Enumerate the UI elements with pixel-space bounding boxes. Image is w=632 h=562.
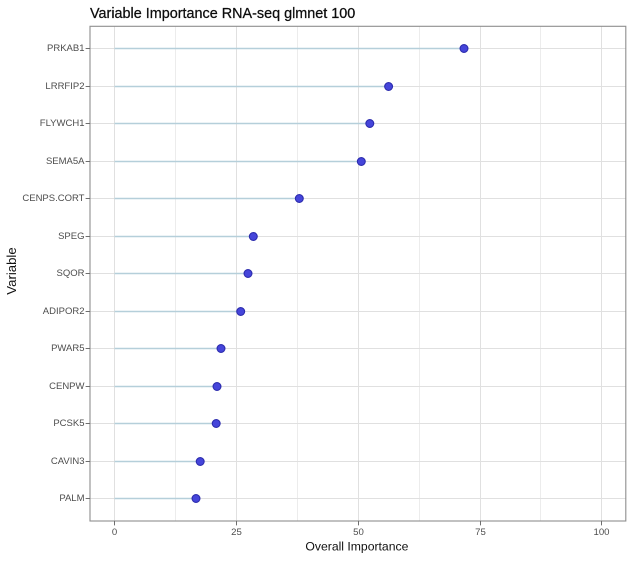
svg-text:75: 75: [475, 527, 486, 538]
svg-text:SQOR: SQOR: [57, 268, 85, 279]
svg-text:50: 50: [353, 527, 364, 538]
svg-text:PWAR5: PWAR5: [51, 343, 84, 354]
svg-text:CENPS.CORT: CENPS.CORT: [22, 193, 84, 204]
svg-text:Variable: Variable: [4, 247, 19, 294]
svg-text:ADIPOR2: ADIPOR2: [43, 306, 85, 317]
svg-text:FLYWCH1: FLYWCH1: [40, 118, 85, 129]
svg-text:CAVIN3: CAVIN3: [51, 456, 85, 467]
svg-text:PCSK5: PCSK5: [53, 418, 84, 429]
svg-text:25: 25: [231, 527, 242, 538]
svg-text:PALM: PALM: [59, 493, 84, 504]
svg-text:Variable Importance RNA-seq gl: Variable Importance RNA-seq glmnet 100: [90, 6, 355, 22]
svg-text:Overall Importance: Overall Importance: [305, 539, 408, 553]
svg-text:LRRFIP2: LRRFIP2: [45, 81, 84, 92]
svg-text:SPEG: SPEG: [58, 231, 84, 242]
svg-text:100: 100: [593, 527, 609, 538]
svg-text:SEMA5A: SEMA5A: [46, 156, 85, 167]
svg-text:0: 0: [112, 527, 117, 538]
svg-text:PRKAB1: PRKAB1: [47, 43, 85, 54]
svg-text:CENPW: CENPW: [49, 381, 84, 392]
